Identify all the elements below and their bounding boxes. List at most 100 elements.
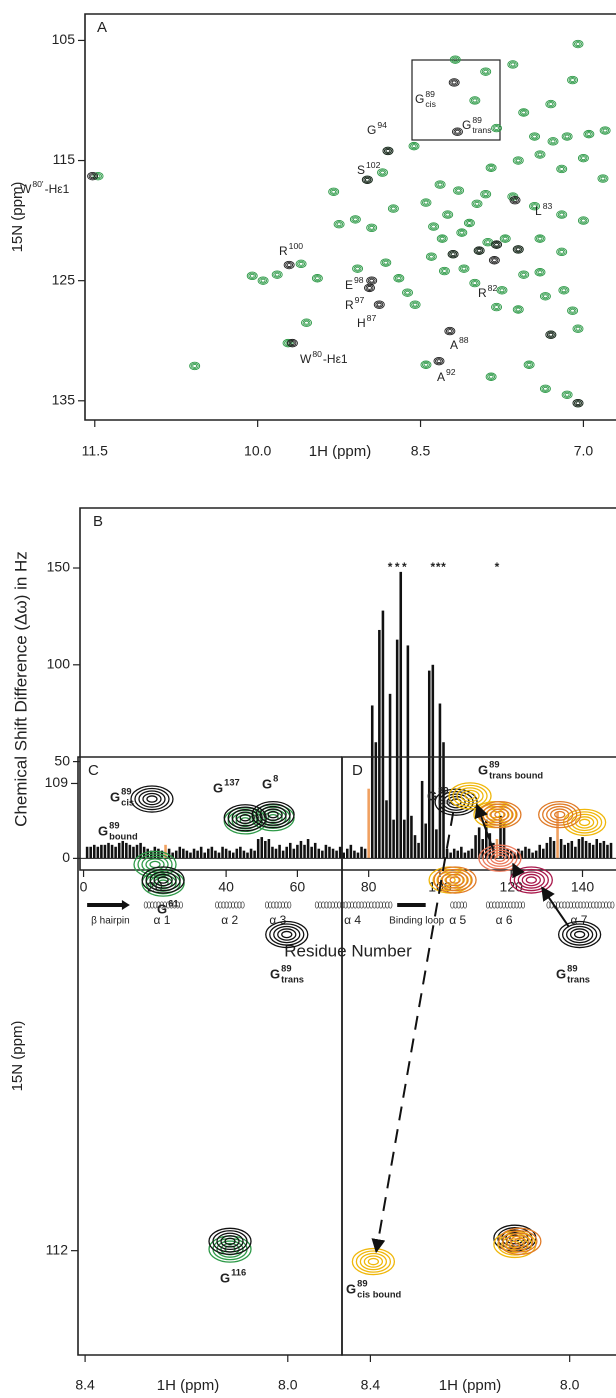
contour <box>422 199 430 206</box>
contour <box>335 221 344 228</box>
contour <box>518 108 530 117</box>
annotation-sup: 100 <box>289 241 304 251</box>
bar <box>231 852 235 859</box>
helix-turn <box>343 901 348 909</box>
contour <box>192 363 198 368</box>
y-tick-label: 100 <box>47 656 71 672</box>
peak <box>351 1247 396 1276</box>
peak <box>488 256 500 265</box>
contour <box>447 329 453 334</box>
contour <box>235 811 255 824</box>
contour <box>572 398 584 408</box>
contour <box>557 211 566 218</box>
contour <box>485 240 491 245</box>
panel-label: A <box>97 19 107 36</box>
bar <box>203 852 207 859</box>
contour <box>494 810 506 819</box>
contour <box>487 373 496 380</box>
contour <box>251 800 295 829</box>
helix-turn <box>450 901 455 909</box>
bar <box>317 848 321 859</box>
contour <box>425 252 437 261</box>
helix-turn <box>240 901 245 909</box>
contour <box>499 234 511 243</box>
contour <box>512 198 518 203</box>
bar <box>399 571 403 859</box>
annotation: G <box>110 789 120 804</box>
helix-turn <box>453 901 458 909</box>
helix-turn <box>359 901 364 909</box>
contour <box>452 127 463 136</box>
peak <box>87 171 99 181</box>
contour <box>556 210 568 219</box>
bar <box>381 610 385 859</box>
contour <box>403 289 412 296</box>
contour <box>420 360 432 369</box>
y-axis-label: 15N (ppm) <box>9 1021 26 1092</box>
peak <box>599 126 611 135</box>
contour <box>313 275 322 282</box>
contour <box>422 361 430 368</box>
contour <box>259 805 287 824</box>
contour <box>277 928 297 941</box>
helix-turn <box>565 901 570 909</box>
x-axis-label: 1H (ppm) <box>309 443 372 460</box>
bar <box>135 844 139 859</box>
contour <box>601 127 610 134</box>
helix-turn <box>604 901 609 909</box>
contour <box>433 356 445 366</box>
contour <box>436 234 448 243</box>
helix-turn <box>456 901 461 909</box>
peak <box>491 123 503 133</box>
helix-turn <box>501 901 506 909</box>
contour <box>482 847 518 870</box>
bar <box>406 645 410 859</box>
contour <box>301 318 312 327</box>
helix-turn <box>591 901 596 909</box>
bar <box>256 839 260 859</box>
contour <box>529 201 541 211</box>
contour <box>366 223 378 233</box>
annotation-sup: 89 <box>567 964 577 974</box>
contour <box>512 156 524 165</box>
bar <box>606 844 609 859</box>
contour <box>461 266 467 271</box>
contour <box>483 69 489 74</box>
peak <box>409 300 421 309</box>
annotation: G <box>270 966 280 981</box>
contour <box>579 155 588 162</box>
peak <box>425 252 437 261</box>
helix-turn <box>588 901 593 909</box>
contour <box>458 264 470 273</box>
shift-arrow <box>371 811 455 1254</box>
peak <box>364 283 375 293</box>
contour <box>529 132 541 141</box>
bar <box>132 846 135 859</box>
bar <box>267 839 271 859</box>
peak <box>523 360 535 369</box>
contour <box>488 256 500 265</box>
contour <box>512 245 524 254</box>
helix-turn <box>369 901 374 909</box>
contour <box>90 174 96 179</box>
contour <box>559 287 568 294</box>
helix-turn <box>268 901 273 909</box>
helix-turn <box>597 901 602 909</box>
y-tick-label: 109 <box>45 774 69 790</box>
helix-turn <box>231 901 235 909</box>
annotation-sub: cis <box>425 99 436 109</box>
peak <box>453 186 464 195</box>
peak <box>512 245 524 254</box>
annotation: A <box>450 338 458 352</box>
y-tick-label: 112 <box>46 1241 69 1257</box>
contour <box>491 123 503 133</box>
peak <box>507 60 519 69</box>
bar <box>121 840 125 859</box>
contour <box>442 210 454 219</box>
bar <box>385 800 388 859</box>
helix-turn <box>495 901 500 909</box>
contour <box>450 252 456 257</box>
contour <box>580 156 586 161</box>
contour <box>286 338 298 348</box>
bar <box>467 850 470 859</box>
